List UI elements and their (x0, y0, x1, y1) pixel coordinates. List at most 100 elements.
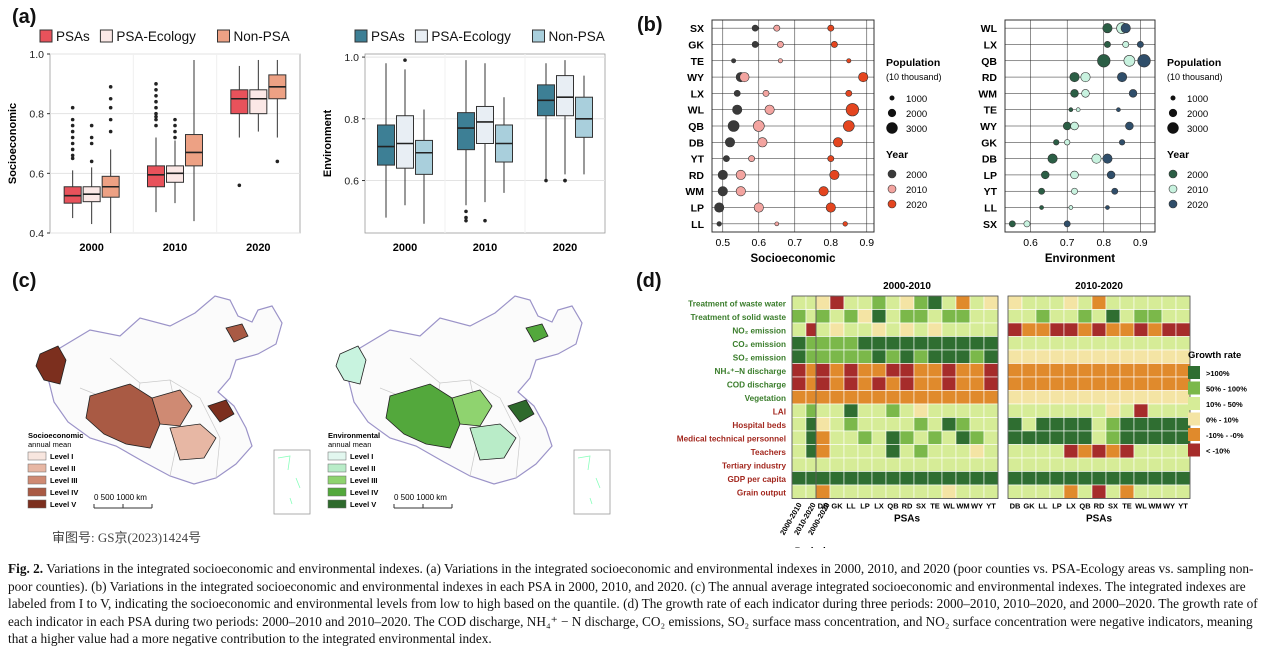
heatmap-cell (1147, 457, 1163, 472)
y-tick-label: GK (981, 137, 997, 149)
heatmap-cell (1091, 390, 1107, 405)
heatmap-cell (791, 430, 807, 445)
psa-label: QB (1079, 502, 1091, 511)
heatmap-cell (1035, 349, 1051, 364)
heatmap-cell (913, 322, 929, 337)
legend-label: PSAs (371, 29, 405, 44)
heatmap-cell (829, 322, 845, 337)
color-legend-dot (887, 199, 897, 209)
panel-d-heatmap: Treatment of waste water Treatment of sol… (677, 281, 1247, 548)
heatmap-cell (899, 363, 915, 378)
heatmap-cell (1021, 363, 1037, 378)
region-patch (507, 399, 535, 423)
heatmap-cell (1147, 417, 1163, 432)
size-legend-label: 1000 (1187, 94, 1208, 105)
heatmap-cell (1035, 444, 1051, 459)
outlier-point (89, 123, 94, 128)
heatmap-cell (1063, 457, 1079, 472)
heatmap-cell (1175, 403, 1191, 418)
heatmap-cell (815, 457, 831, 472)
heatmap-cell (955, 430, 971, 445)
block-frame (815, 295, 999, 499)
data-point (827, 155, 835, 163)
heatmap-cell (1175, 430, 1191, 445)
heatmap-cell (1119, 457, 1135, 472)
color-legend-label: 2010 (906, 185, 927, 196)
outlier-point (70, 117, 75, 122)
heatmap-cell (1049, 444, 1065, 459)
heatmap-cell (829, 336, 845, 351)
heatmap-cell (815, 322, 831, 337)
heatmap-cell (913, 309, 929, 324)
outlier-point (154, 82, 158, 86)
psa-label: YT (1178, 502, 1188, 511)
data-point (1106, 170, 1116, 180)
data-point (773, 24, 781, 32)
psa-label: RD (1094, 502, 1105, 511)
heatmap-cell (1007, 363, 1023, 378)
dotplot-0: 0.5 0.6 0.7 0.8 0.9 Socioeconomic SX GK TE WY LX WL… (685, 19, 942, 265)
y-tick-label: TE (691, 56, 704, 68)
outlier-point (154, 99, 158, 104)
heatmap-cell (1049, 363, 1065, 378)
heatmap-cell (1049, 403, 1065, 418)
caption-text: Variations in the integrated socioeconom… (8, 561, 1258, 646)
region-patch (207, 399, 235, 423)
y-tick-label: SX (690, 23, 704, 35)
heatmap-cell (955, 457, 971, 472)
color-legend-dot (887, 184, 897, 194)
data-point (1053, 139, 1060, 146)
heatmap-cell (843, 349, 859, 364)
heatmap-cell (843, 309, 859, 324)
heatmap-cell (829, 430, 845, 445)
heatmap-cell (885, 295, 901, 310)
heatmap-cell (1007, 484, 1023, 499)
outlier-point (108, 105, 113, 110)
heatmap-cell (1161, 349, 1177, 364)
psa-label: WL (1135, 502, 1147, 511)
heatmap-cell (1007, 471, 1023, 486)
legend-swatch (414, 29, 428, 43)
heatmap-cell (969, 349, 985, 364)
x-tick-label: 0.8 (823, 237, 838, 249)
heatmap-cell (791, 349, 807, 364)
china-outline (347, 295, 583, 485)
box (415, 139, 433, 175)
outlier-point (173, 135, 177, 140)
map-legend-swatch (327, 463, 347, 473)
y-tick-label: RD (982, 72, 998, 84)
heatmap-cell (1133, 376, 1149, 391)
heatmap-cell (885, 322, 901, 337)
heatmap-cell (829, 417, 845, 432)
heatmap-cell (1161, 390, 1177, 405)
heatmap-cell (899, 417, 915, 432)
heatmap-cell (1021, 309, 1037, 324)
outlier-point (154, 105, 158, 110)
heatmap-cell (857, 322, 873, 337)
heatmap-cell (1161, 376, 1177, 391)
map-legend-swatch (327, 451, 347, 461)
heatmap-cell (1119, 444, 1135, 459)
heatmap-cell (1161, 417, 1177, 432)
heatmap-cell (871, 444, 887, 459)
heatmap-cell (857, 457, 873, 472)
heatmap-cell (955, 417, 971, 432)
heatmap-cell (857, 295, 873, 310)
heatmap-cell (1119, 336, 1135, 351)
heatmap-cell (815, 309, 831, 324)
heatmap-cell (857, 336, 873, 351)
data-point (764, 104, 775, 115)
x-tick-label: 0.9 (1133, 237, 1148, 249)
y-tick-label: 0.6 (29, 168, 44, 180)
y-tick-label: LP (691, 203, 704, 215)
data-point (1081, 89, 1090, 98)
box (230, 89, 249, 115)
heatmap-cell (1175, 295, 1191, 310)
data-point (1116, 107, 1121, 112)
map-legend-label: Level V (50, 500, 76, 509)
psa-label: TE (1122, 502, 1132, 511)
data-point (1068, 205, 1074, 210)
map-legend-label: Level II (50, 464, 75, 473)
heatmap-cell (1105, 309, 1121, 324)
